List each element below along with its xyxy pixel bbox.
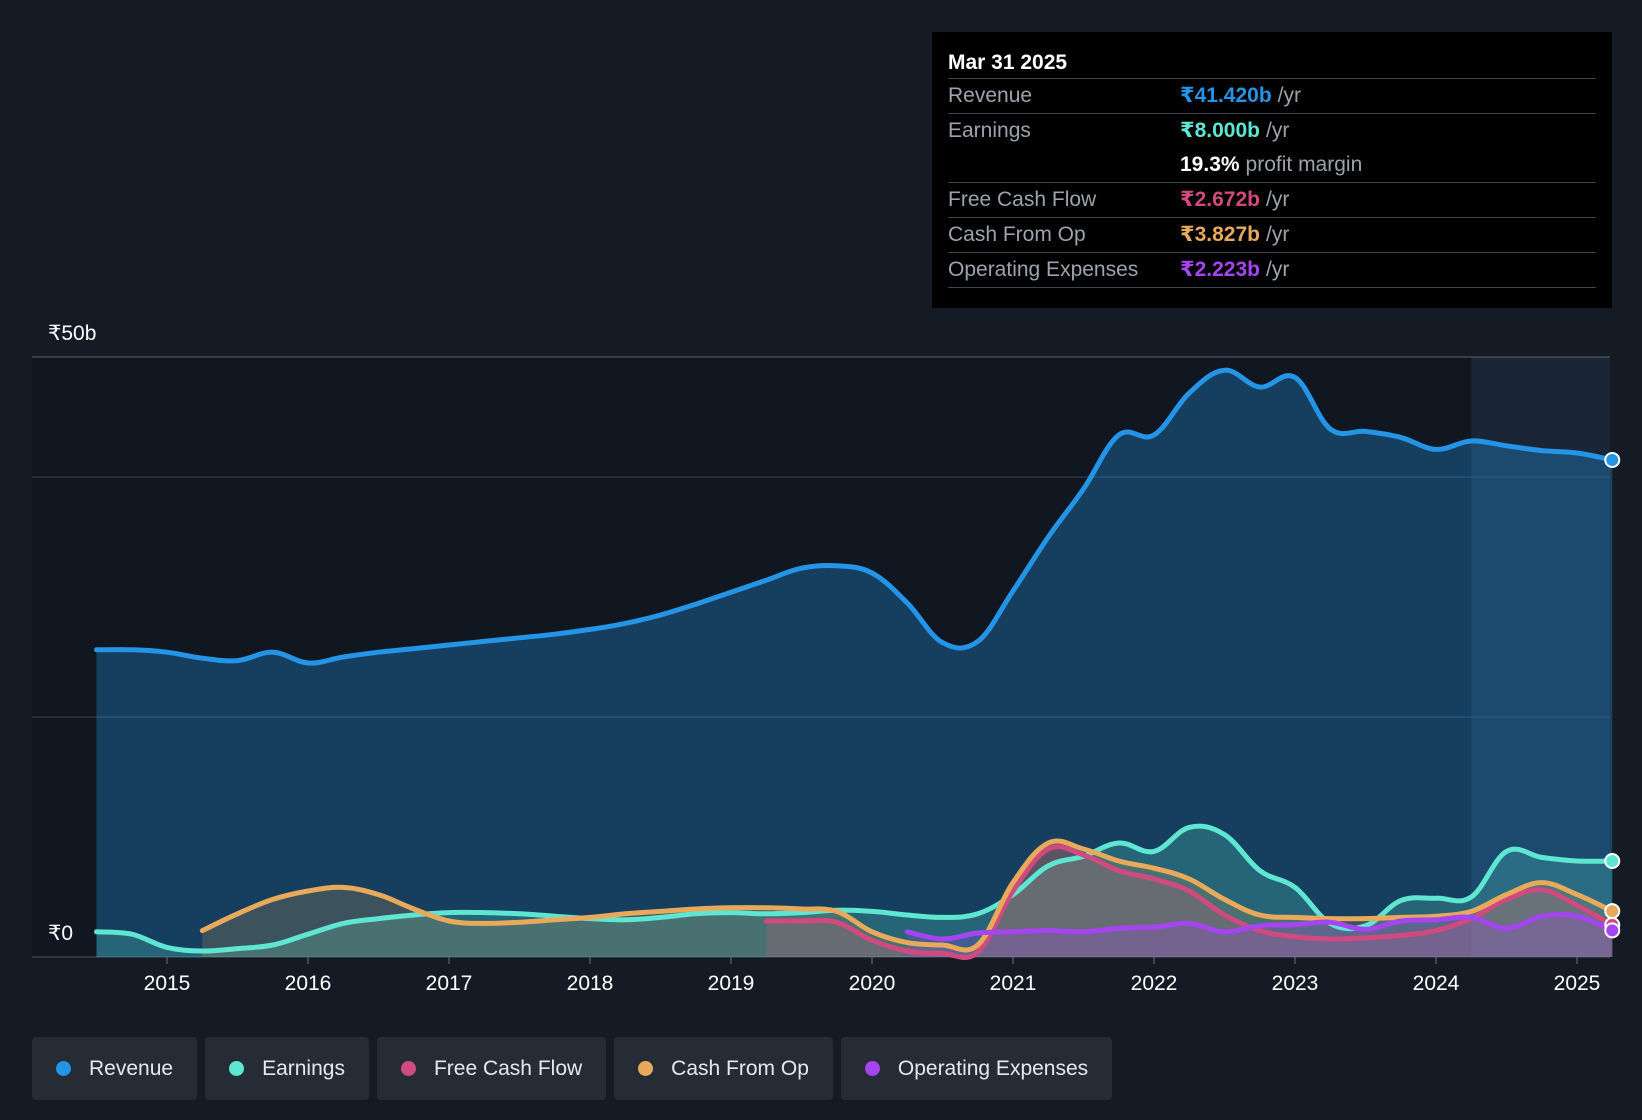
tooltip-label: Free Cash Flow: [948, 188, 1097, 211]
tooltip-label: Earnings: [948, 119, 1031, 142]
tooltip-divider: [948, 287, 1596, 288]
x-tick-label: 2020: [849, 972, 896, 995]
x-tick-label: 2024: [1413, 972, 1460, 995]
series-end-marker-revenue: [1604, 451, 1621, 468]
legend-item-fcf[interactable]: Free Cash Flow: [376, 1037, 607, 1100]
legend: Revenue Earnings Free Cash Flow Cash Fro…: [32, 1037, 1113, 1100]
tooltip-label: [948, 148, 1180, 182]
series-line-cfo: [199, 838, 1615, 953]
x-tick-label: 2021: [990, 972, 1037, 995]
legend-dot-icon: [864, 1061, 880, 1076]
x-tick-label: 2018: [567, 972, 614, 995]
x-tick-label: 2015: [144, 972, 191, 995]
legend-item-revenue[interactable]: Revenue: [32, 1037, 198, 1100]
legend-item-cfo[interactable]: Cash From Op: [614, 1037, 833, 1100]
x-tick-label: 2019: [708, 972, 755, 995]
y-axis-top-label: ₹50b: [48, 322, 96, 345]
tooltip-unit: profit margin: [1245, 153, 1363, 176]
series-line-revenue: [94, 367, 1615, 666]
tooltip-row-earnings: Earnings ₹8.000b /yr: [948, 113, 1596, 148]
tooltip-value: ₹2.223b: [1180, 258, 1260, 281]
series-end-marker-cfo: [1604, 903, 1621, 920]
tooltip-date: Mar 31 2025: [948, 51, 1068, 74]
x-tick-label: 2016: [285, 972, 332, 995]
legend-dot-icon: [638, 1061, 654, 1076]
legend-label: Free Cash Flow: [433, 1056, 583, 1080]
tooltip-unit: /yr: [1266, 188, 1290, 211]
legend-label: Revenue: [89, 1056, 174, 1080]
tooltip-unit: /yr: [1266, 119, 1290, 142]
x-tick-label: 2025: [1554, 972, 1601, 995]
tooltip-row-fcf: Free Cash Flow ₹2.672b /yr: [948, 182, 1596, 217]
tooltip-row-revenue: Revenue ₹41.420b /yr: [948, 78, 1596, 113]
series-area-revenue: [96, 370, 1613, 957]
series-line-earnings: [94, 823, 1615, 954]
tooltip-value: ₹41.420b: [1180, 84, 1272, 107]
series-end-marker-opex: [1604, 922, 1621, 939]
legend-dot-icon: [229, 1061, 245, 1076]
legend-item-earnings[interactable]: Earnings: [205, 1037, 369, 1100]
tooltip-label: Operating Expenses: [948, 258, 1139, 281]
tooltip-panel: Mar 31 2025 Revenue ₹41.420b /yr Earning…: [932, 32, 1612, 308]
legend-dot-icon: [56, 1061, 71, 1076]
tooltip-value: ₹3.827b: [1180, 223, 1260, 246]
tooltip-row-profit-margin: 19.3% profit margin: [948, 148, 1596, 182]
y-axis-zero-label: ₹0: [48, 922, 73, 945]
x-tick-label: 2017: [426, 972, 473, 995]
legend-item-opex[interactable]: Operating Expenses: [840, 1037, 1113, 1100]
series-end-marker-earnings: [1604, 853, 1621, 869]
tooltip-unit: /yr: [1266, 223, 1290, 246]
legend-label: Cash From Op: [671, 1056, 809, 1080]
tooltip-label: Revenue: [948, 84, 1033, 107]
series-line-opex: [904, 911, 1615, 942]
tooltip-label: Cash From Op: [948, 223, 1086, 246]
legend-label: Operating Expenses: [897, 1056, 1089, 1080]
x-tick-label: 2023: [1272, 972, 1319, 995]
tooltip-value: ₹8.000b: [1180, 119, 1260, 142]
tooltip-row-opex: Operating Expenses ₹2.223b /yr: [948, 252, 1596, 287]
legend-label: Earnings: [262, 1056, 345, 1080]
series-area-opex: [907, 914, 1613, 957]
series-area-fcf: [766, 846, 1613, 958]
tooltip-value: ₹2.672b: [1180, 188, 1260, 211]
tooltip-unit: /yr: [1266, 258, 1290, 281]
tooltip-row-cfo: Cash From Op ₹3.827b /yr: [948, 217, 1596, 252]
x-tick-label: 2022: [1131, 972, 1178, 995]
tooltip-unit: /yr: [1277, 84, 1301, 107]
tooltip-value: 19.3%: [1180, 153, 1240, 176]
legend-dot-icon: [400, 1061, 416, 1076]
